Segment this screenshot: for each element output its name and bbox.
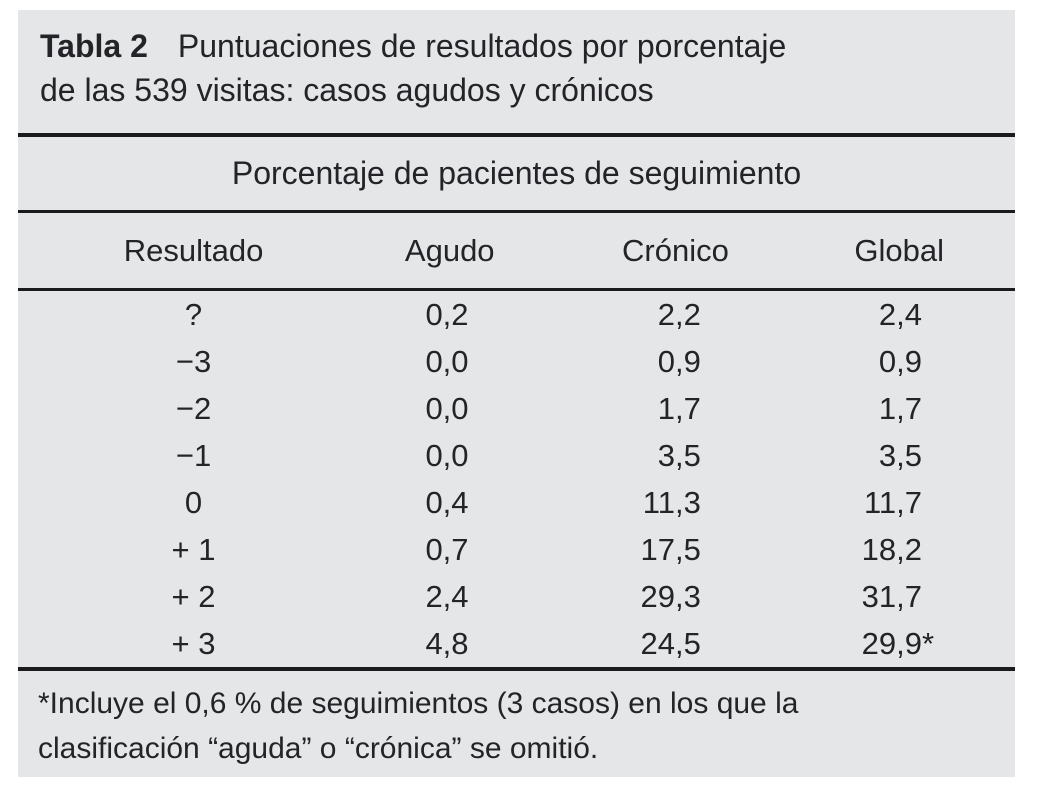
cell-agudo: 2,4 [425, 578, 469, 614]
column-header-agudo: Agudo [327, 213, 497, 291]
divider-footnote [18, 667, 1015, 671]
table-row: −2 0,0 1,7 1,7 [18, 385, 1015, 432]
cell-agudo: 4,8 [425, 625, 469, 661]
spanning-header: Porcentaje de pacientes de seguimiento [231, 155, 802, 191]
divider-spanning-header [18, 210, 1015, 213]
table-panel: Tabla 2 Puntuaciones de resultados por po… [18, 10, 1015, 777]
cell-agudo: 0,0 [425, 437, 469, 473]
cell-resultado: + 1 [171, 531, 216, 567]
cell-global-value: 31,7 [861, 578, 922, 614]
cell-cronico: 17,5 [640, 531, 701, 567]
column-header-resultado: Resultado [18, 213, 328, 291]
table-row: −3 0,0 0,9 0,9 [18, 338, 1015, 385]
cell-resultado: −2 [175, 390, 212, 426]
cell-cronico: 2,2 [657, 296, 701, 332]
table-title-line2: de las 539 visitas: casos agudos y cróni… [40, 72, 654, 108]
cell-resultado: + 2 [171, 578, 216, 614]
table-caption-line1: Tabla 2 Puntuaciones de resultados por po… [40, 24, 995, 68]
cell-global-value: 18,2 [861, 531, 922, 567]
cell-resultado: + 3 [171, 625, 216, 661]
cell-global-value: 0,9 [878, 343, 922, 379]
cell-agudo: 0,2 [425, 296, 469, 332]
table-row: −1 0,0 3,5 3,5 [18, 432, 1015, 479]
table-header: Resultado Agudo Crónico Global [18, 213, 1015, 291]
cell-cronico: 24,5 [640, 625, 701, 661]
cell-cronico: 11,3 [642, 484, 701, 520]
cell-global: 0,9 [731, 338, 1015, 385]
table-row: + 3 4,8 24,5 29,9* [18, 620, 1015, 667]
cell-global: 31,7 [731, 573, 1015, 620]
cell-global-value: 3,5 [878, 437, 922, 473]
cell-agudo: 0,4 [425, 484, 469, 520]
cell-global-value: 11,7 [863, 484, 922, 520]
cell-global: 11,7 [731, 479, 1015, 526]
cell-global-value: 1,7 [878, 390, 922, 426]
cell-global: 2,4 [731, 290, 1015, 339]
table-label: Tabla 2 [40, 28, 148, 64]
table-title-line1: Puntuaciones de resultados por porcentaj… [177, 28, 787, 64]
footnote-line2: clasificación “aguda” o “crónica” se omi… [38, 732, 599, 765]
table-row: ? 0,2 2,2 2,4 [18, 290, 1015, 339]
table-row: 0 0,4 11,3 11,7 [18, 479, 1015, 526]
cell-cronico: 1,7 [657, 390, 701, 426]
cell-agudo: 0,0 [425, 390, 469, 426]
divider-top [18, 133, 1015, 137]
cell-resultado: −1 [175, 437, 212, 473]
cell-global-value: 29,9 [861, 625, 922, 661]
cell-cronico: 3,5 [657, 437, 701, 473]
table-footnote: *Incluye el 0,6 % de seguimientos (3 cas… [18, 671, 1015, 771]
cell-cronico: 0,9 [657, 343, 701, 379]
cell-agudo: 0,0 [425, 343, 469, 379]
cell-global: 3,5 [731, 432, 1015, 479]
cell-global: 29,9* [861, 625, 935, 661]
table-body: ? 0,2 2,2 2,4 −3 0,0 0,9 0,9 −2 0,0 1,7 … [18, 290, 1015, 668]
cell-global: 18,2 [731, 526, 1015, 573]
cell-resultado: −3 [175, 343, 212, 379]
column-header-global: Global [730, 213, 1015, 291]
cell-cronico: 29,3 [640, 578, 701, 614]
cell-global: 1,7 [731, 385, 1015, 432]
cell-agudo: 0,7 [425, 531, 469, 567]
cell-global-value: 2,4 [878, 296, 922, 332]
table-row: + 2 2,4 29,3 31,7 [18, 573, 1015, 620]
cell-resultado: 0 [184, 484, 203, 520]
results-table: Resultado Agudo Crónico Global ? 0,2 2,2… [18, 213, 1015, 667]
footnote-line1: *Incluye el 0,6 % de seguimientos (3 cas… [38, 687, 799, 720]
cell-resultado: ? [184, 296, 203, 332]
header-row: Resultado Agudo Crónico Global [18, 213, 1015, 291]
column-header-cronico: Crónico [496, 213, 731, 291]
table-caption: Tabla 2 Puntuaciones de resultados por po… [18, 10, 1015, 133]
table-row: + 1 0,7 17,5 18,2 [18, 526, 1015, 573]
